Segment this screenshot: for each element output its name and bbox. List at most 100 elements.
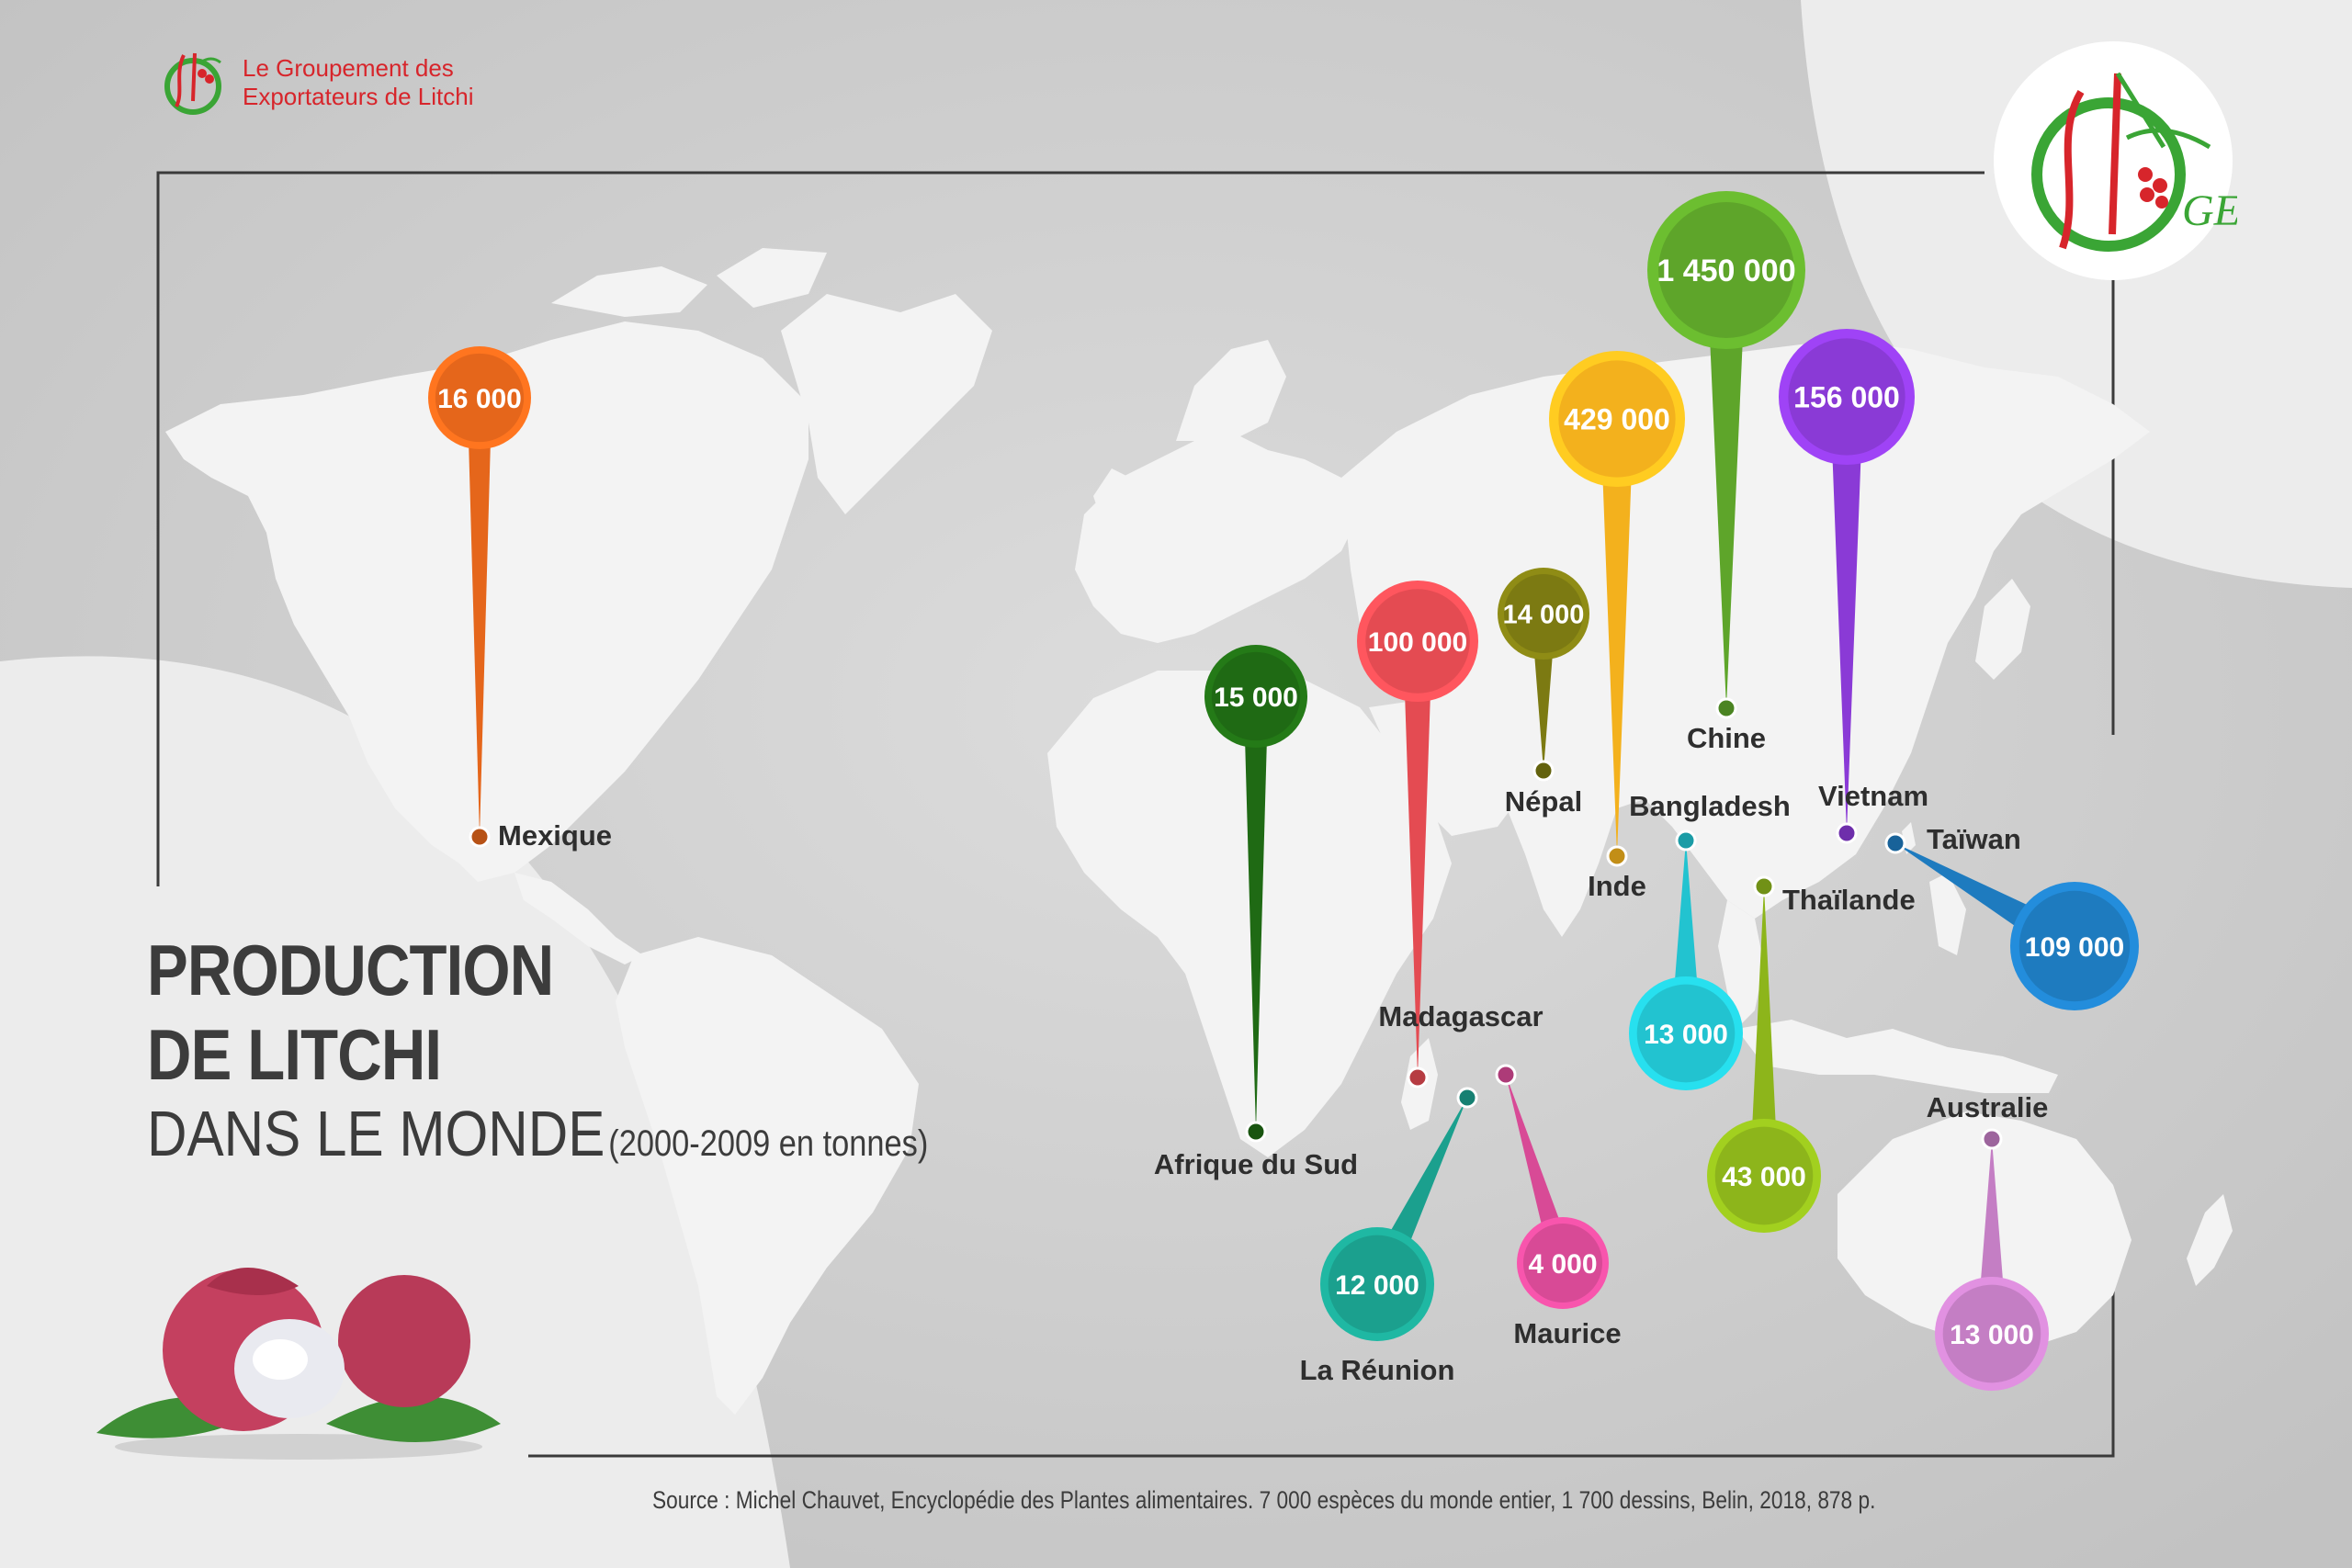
- se-asia: [1718, 900, 1764, 1029]
- pin-stem-mexique: [468, 428, 492, 837]
- pin-stem-chine: [1709, 317, 1744, 708]
- label-mexique: Mexique: [498, 819, 612, 852]
- bubble-maurice: [1523, 1224, 1602, 1303]
- value-mexique: 16 000: [437, 384, 522, 414]
- pin-dot-thailande: [1753, 875, 1775, 897]
- label-chine: Chine: [1687, 722, 1766, 754]
- brand-name: Le Groupement des Exportateurs de Litchi: [243, 54, 473, 111]
- pin-dot-australie: [1981, 1128, 2003, 1150]
- title-dans-le-monde: DANS LE MONDE: [147, 1098, 605, 1169]
- frame-left-top: [156, 171, 1984, 886]
- bubble-inde: [1558, 360, 1676, 478]
- label-madagascar: Madagascar: [1378, 1000, 1543, 1032]
- label-thailande: Thaïlande: [1782, 884, 1916, 916]
- gel-logo-small-icon: [164, 52, 221, 115]
- label-australie: Australie: [1927, 1091, 2049, 1123]
- brand-header: Le Groupement des Exportateurs de Litchi: [156, 46, 473, 119]
- pin-la-reunion: 12 000 La Réunion: [1300, 1087, 1478, 1386]
- pin-stem-bangladesh: [1673, 840, 1699, 999]
- value-nepal: 14 000: [1503, 600, 1585, 629]
- label-afrique-du-sud: Afrique du Sud: [1154, 1148, 1358, 1180]
- pin-nepal: 14 000 Népal: [1498, 568, 1589, 818]
- value-la-reunion: 12 000: [1335, 1270, 1419, 1301]
- value-vietnam: 156 000: [1793, 381, 1900, 414]
- world-map: [165, 248, 2233, 1415]
- africa: [1047, 671, 1452, 1157]
- value-maurice: 4 000: [1528, 1249, 1597, 1280]
- pin-mexique: 16 000 Mexique: [428, 346, 612, 852]
- scandinavia: [1176, 340, 1286, 441]
- pin-dot-la-reunion: [1456, 1087, 1478, 1109]
- label-taiwan: Taïwan: [1927, 823, 2021, 855]
- pin-dot-mexique: [469, 826, 491, 848]
- arctic-islands: [551, 266, 707, 317]
- label-inde: Inde: [1588, 870, 1646, 902]
- value-afrique-du-sud: 15 000: [1214, 682, 1298, 713]
- brand-line-2: Exportateurs de Litchi: [243, 83, 474, 110]
- bubble-bangladesh: [1636, 984, 1736, 1083]
- bubble-madagascar: [1365, 589, 1470, 694]
- pin-stem-inde: [1601, 459, 1633, 856]
- north-america: [165, 321, 808, 882]
- bubble-mexique: [435, 353, 525, 443]
- gel-logo-large-icon: GEL: [1994, 41, 2237, 280]
- title-line-3: DANS LE MONDE (2000-2009 en tonnes): [147, 1097, 928, 1170]
- title-line-2: DE LITCHI: [147, 1014, 442, 1095]
- logo-letters: GEL: [2182, 186, 2237, 235]
- japan: [1975, 579, 2030, 680]
- bubble-nepal: [1504, 574, 1583, 653]
- label-la-reunion: La Réunion: [1300, 1354, 1455, 1386]
- new-zealand: [2187, 1194, 2233, 1286]
- pin-bangladesh: 13 000 Bangladesh: [1629, 790, 1791, 1090]
- pin-taiwan: 109 000 Taïwan: [1884, 823, 2139, 1010]
- pin-madagascar: 100 000 Madagascar: [1357, 581, 1544, 1089]
- greenland: [781, 294, 992, 514]
- bubble-la-reunion: [1328, 1235, 1427, 1334]
- value-madagascar: 100 000: [1368, 627, 1467, 658]
- europe: [1075, 432, 1360, 643]
- bubble-australie: [1942, 1284, 2041, 1383]
- bubble-vietnam: [1788, 338, 1905, 456]
- pin-australie: 13 000 Australie: [1927, 1091, 2049, 1391]
- pin-stem-la-reunion: [1380, 1098, 1467, 1259]
- brand-line-1: Le Groupement des: [243, 54, 454, 82]
- bubble-thailande: [1714, 1126, 1814, 1225]
- pin-stem-afrique-du-sud: [1244, 727, 1268, 1132]
- value-bangladesh: 13 000: [1644, 1020, 1728, 1050]
- pin-chine: 1 450 000 Chine: [1647, 191, 1805, 754]
- pin-vietnam: 156 000 Vietnam: [1779, 329, 1928, 844]
- pin-stem-australie: [1979, 1139, 2005, 1300]
- pin-dot-chine: [1715, 697, 1737, 719]
- frame-bottom: [528, 1217, 2115, 1458]
- title-block: PRODUCTION DE LITCHI DANS LE MONDE (2000…: [147, 928, 1056, 1170]
- lychee-illustration: [96, 1268, 501, 1460]
- south-america: [616, 937, 919, 1415]
- label-maurice: Maurice: [1513, 1317, 1621, 1349]
- value-australie: 13 000: [1950, 1320, 2034, 1350]
- pin-stem-thailande: [1751, 886, 1777, 1142]
- bubble-chine: [1658, 202, 1794, 338]
- pin-dot-maurice: [1495, 1064, 1517, 1086]
- pin-thailande: 43 000 Thaïlande: [1707, 875, 1916, 1233]
- pin-stem-nepal: [1533, 641, 1554, 771]
- title-period: (2000-2009 en tonnes): [608, 1123, 929, 1164]
- pin-stem-vietnam: [1831, 437, 1862, 833]
- value-thailande: 43 000: [1722, 1162, 1806, 1192]
- pin-dot-vietnam: [1836, 822, 1858, 844]
- pin-dot-afrique-du-sud: [1245, 1121, 1267, 1143]
- label-nepal: Népal: [1505, 785, 1582, 818]
- title-line-1: PRODUCTION: [147, 930, 554, 1010]
- pin-dot-bangladesh: [1675, 829, 1697, 852]
- asia: [1341, 340, 2150, 937]
- philippines: [1929, 873, 1966, 955]
- pin-dot-inde: [1606, 845, 1628, 867]
- value-inde: 429 000: [1564, 403, 1670, 436]
- uk: [1093, 468, 1130, 524]
- bubble-afrique-du-sud: [1211, 651, 1301, 741]
- pin-afrique-du-sud: 15 000 Afrique du Sud: [1154, 645, 1358, 1180]
- value-taiwan: 109 000: [2025, 932, 2124, 963]
- bubble-taiwan: [2018, 890, 2131, 1002]
- label-bangladesh: Bangladesh: [1629, 790, 1791, 822]
- pin-dot-madagascar: [1407, 1066, 1429, 1089]
